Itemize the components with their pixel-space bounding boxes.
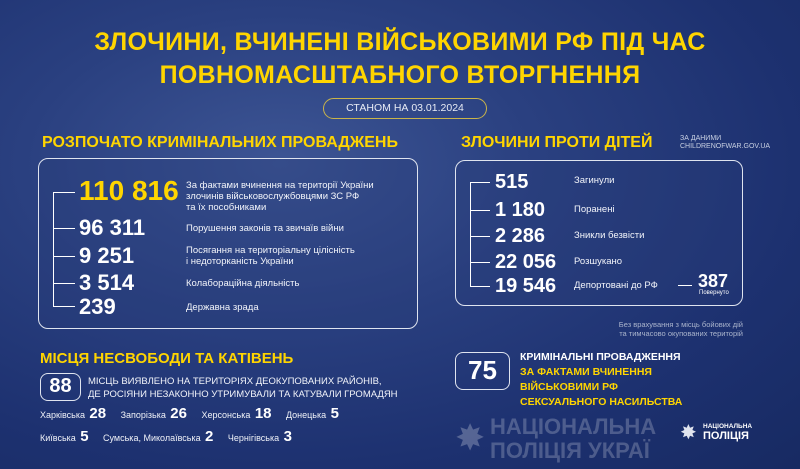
stat-label: Державна зрада [186, 302, 259, 313]
region-value: 5 [330, 405, 339, 422]
child-stat-value: 1 180 [495, 199, 546, 221]
stat-label: Посягання на територіальну цілісність і н… [186, 245, 355, 267]
tree-tick [53, 306, 75, 307]
tree-tick [470, 262, 490, 263]
watermark: НАЦІОНАЛЬНА ПОЛІЦІЯ УКРАЇ [490, 414, 657, 463]
region-value: 3 [283, 428, 292, 445]
police-logo: НАЦІОНАЛЬНА ПОЛІЦІЯ [703, 423, 753, 442]
source-note: ЗА ДАНИМИ CHILDRENOFWAR.GOV.UA [680, 135, 771, 150]
detention-text: МІСЦЬ ВИЯВЛЕНО НА ТЕРИТОРІЯХ ДЕОКУПОВАНИ… [88, 376, 398, 400]
child-stat-label: Депортовані до РФ [574, 280, 658, 291]
star-emblem-icon: ✸ [455, 417, 486, 458]
child-stat-label: Загинули [574, 175, 615, 186]
stat-value: 3 514 [79, 270, 135, 295]
police-badge-icon: ✸ [680, 422, 697, 444]
region-name: Чернігівська [227, 433, 280, 443]
returned-label: Повернуто [699, 290, 729, 296]
page-title: ЗЛОЧИНИ, ВЧИНЕНІ ВІЙСЬКОВИМИ РФ ПІД ЧАС … [94, 28, 706, 89]
child-stat-value: 515 [495, 171, 529, 193]
region-name: Харківська [40, 410, 85, 420]
child-stat-value: 22 056 [495, 251, 557, 273]
detention-heading: МІСЦЯ НЕСВОБОДИ ТА КАТІВЕНЬ [40, 350, 294, 367]
criminal-heading: РОЗПОЧАТО КРИМІНАЛЬНИХ ПРОВАДЖЕНЬ [42, 134, 398, 151]
region-name: Донецька [285, 410, 327, 420]
region-value: 28 [89, 405, 107, 422]
children-panel [455, 160, 743, 306]
stat-value: 110 816 [79, 175, 179, 206]
tree-tick [470, 182, 490, 183]
region-value: 5 [80, 428, 89, 445]
tree-tick [53, 256, 75, 257]
tree-line [470, 182, 471, 286]
tree-tick [53, 283, 75, 284]
child-stat-value: 19 546 [495, 275, 557, 297]
stat-value: 96 311 [79, 215, 146, 240]
returned-value: 387 [698, 271, 729, 291]
tree-tick [53, 228, 75, 229]
child-stat-label: Зникли безвісти [574, 230, 645, 241]
stat-value: 239 [79, 294, 116, 319]
region-row: Харківська 28 Запорізька 26 Херсонська 1… [40, 405, 339, 423]
region-value: 26 [170, 405, 187, 422]
stat-label: Колабораційна діяльність [186, 278, 300, 289]
stat-label: За фактами вчинення на території України… [186, 180, 374, 213]
date-badge: СТАНОМ НА 03.01.2024 [323, 98, 487, 119]
region-name: Запорізька [120, 410, 166, 420]
detention-count: 88 [40, 373, 81, 401]
child-stat-value: 2 286 [495, 225, 546, 247]
children-heading: ЗЛОЧИНИ ПРОТИ ДІТЕЙ [461, 134, 653, 151]
region-name: Київська [40, 433, 76, 443]
note: Без врахування з місць бойових дій та тим… [618, 320, 743, 338]
tree-tick [470, 210, 490, 211]
tree-line [53, 192, 54, 307]
dash [678, 285, 692, 286]
region-name: Херсонська [201, 410, 251, 420]
stat-value: 9 251 [79, 243, 135, 268]
tree-tick [470, 236, 490, 237]
region-value: 18 [254, 405, 272, 422]
region-name: Сумська, Миколаївська [103, 433, 201, 443]
child-stat-label: Розшукано [574, 256, 623, 267]
criminal-panel [38, 158, 418, 329]
sexual-count: 75 [455, 352, 510, 390]
stat-label: Порушення законів та звичаїв війни [186, 223, 344, 234]
child-stat-label: Поранені [574, 204, 615, 215]
region-value: 2 [205, 428, 214, 445]
tree-tick [470, 286, 490, 287]
region-row: Київська 5 Сумська, Миколаївська 2 Черні… [40, 428, 292, 446]
sexual-text: КРИМІНАЛЬНІ ПРОВАДЖЕННЯ ЗА ФАКТАМИ ВЧИНЕН… [520, 351, 683, 408]
tree-tick [53, 192, 75, 193]
